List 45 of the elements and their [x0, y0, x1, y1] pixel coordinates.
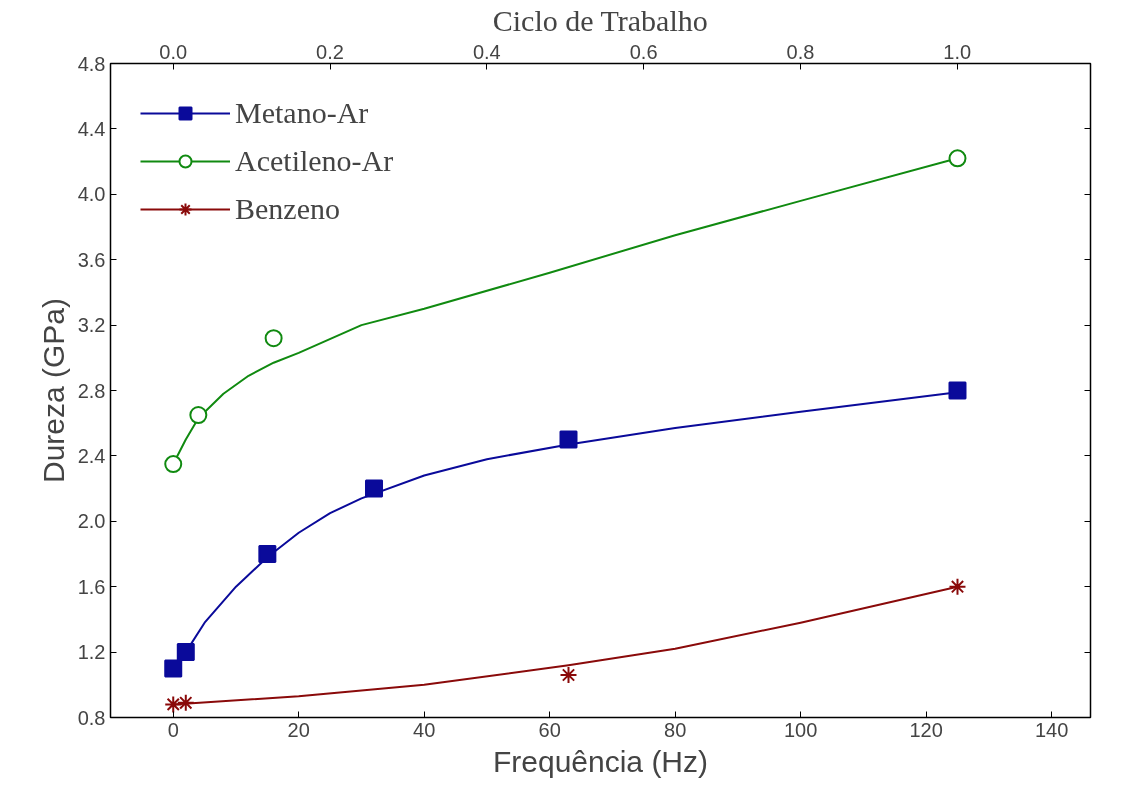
x-tick-label: 100	[783, 718, 818, 741]
legend-label: Metano-Ar	[235, 95, 369, 131]
x-tick-label: 60	[538, 718, 561, 741]
x-tick-label: 20	[287, 718, 310, 741]
y-tick-label: 4.0	[77, 183, 106, 206]
y-tick-label: 1.2	[77, 641, 106, 664]
point	[164, 455, 183, 474]
point	[164, 659, 183, 678]
x2-tick-label: 0.6	[629, 40, 658, 63]
y-tick-label: 1.6	[77, 575, 106, 598]
y-tick-label: 2.0	[77, 510, 106, 533]
x2-axis-title: Ciclo de Trabalho	[492, 3, 708, 37]
point	[176, 643, 195, 662]
point	[189, 406, 208, 425]
point	[559, 665, 578, 684]
y-tick-label: 4.8	[77, 52, 106, 75]
x-tick-label: 40	[413, 718, 436, 741]
point	[365, 479, 384, 498]
point	[948, 577, 967, 596]
x2-tick-label: 0.8	[786, 40, 815, 63]
x2-tick-label: 0.2	[316, 40, 344, 63]
x-tick-label: 120	[909, 718, 943, 741]
y-tick-label: 4.4	[77, 117, 106, 140]
point	[559, 430, 578, 449]
x-tick-label: 140	[1034, 718, 1069, 741]
x2-tick-label: 0.4	[472, 40, 501, 63]
y-tick-label: 3.6	[77, 248, 106, 271]
legend-label: Acetileno-Ar	[235, 143, 394, 179]
point	[948, 149, 967, 168]
point	[258, 545, 277, 563]
x2-tick-label: 1.0	[943, 40, 972, 63]
legend-label: Benzeno	[235, 191, 340, 227]
x-tick-label: 0	[167, 718, 179, 741]
x-tick-label: 80	[664, 718, 687, 741]
y-tick-label: 0.8	[77, 706, 106, 729]
point	[948, 381, 967, 400]
y-axis-title: Dureza (GPa)	[36, 297, 70, 484]
point	[164, 695, 183, 714]
x-axis-title: Frequência (Hz)	[492, 744, 709, 778]
x2-tick-label: 0.0	[159, 40, 188, 63]
y-tick-label: 2.8	[77, 379, 106, 402]
point	[176, 693, 195, 712]
point	[264, 329, 283, 348]
y-tick-label: 2.4	[77, 444, 106, 467]
y-tick-label: 3.2	[77, 314, 106, 337]
